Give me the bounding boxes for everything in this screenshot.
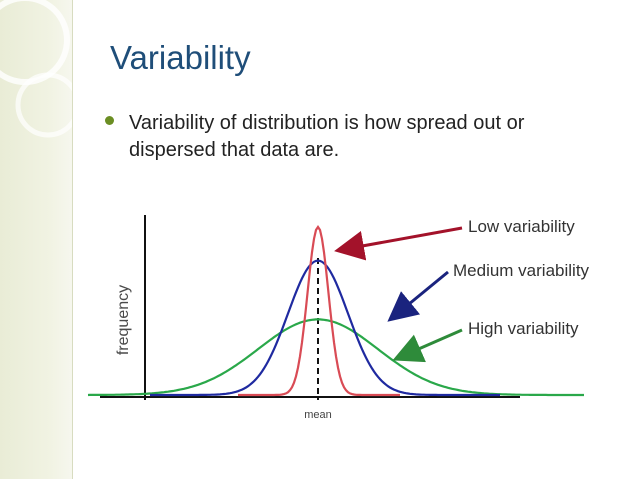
low-variability-curve (238, 225, 400, 397)
left-band-border (72, 0, 73, 479)
slide-title: Variability (110, 39, 251, 76)
medium-variability-label: Medium variability (453, 261, 590, 280)
high-variability-arrow (392, 328, 463, 363)
x-axis-label: mean (304, 409, 332, 421)
medium-variability-curve (150, 259, 500, 397)
bullet-icon (105, 116, 114, 125)
high-variability-label: High variability (468, 319, 579, 338)
low-variability-arrow (334, 226, 463, 261)
high-variability-curve (87, 318, 584, 397)
y-axis-label: frequency (115, 285, 132, 355)
decorative-circles (0, 0, 72, 138)
bullet-text: Variability of distribution is how sprea… (129, 112, 525, 161)
medium-variability-arrow (387, 270, 449, 322)
low-variability-label: Low variability (468, 217, 575, 236)
